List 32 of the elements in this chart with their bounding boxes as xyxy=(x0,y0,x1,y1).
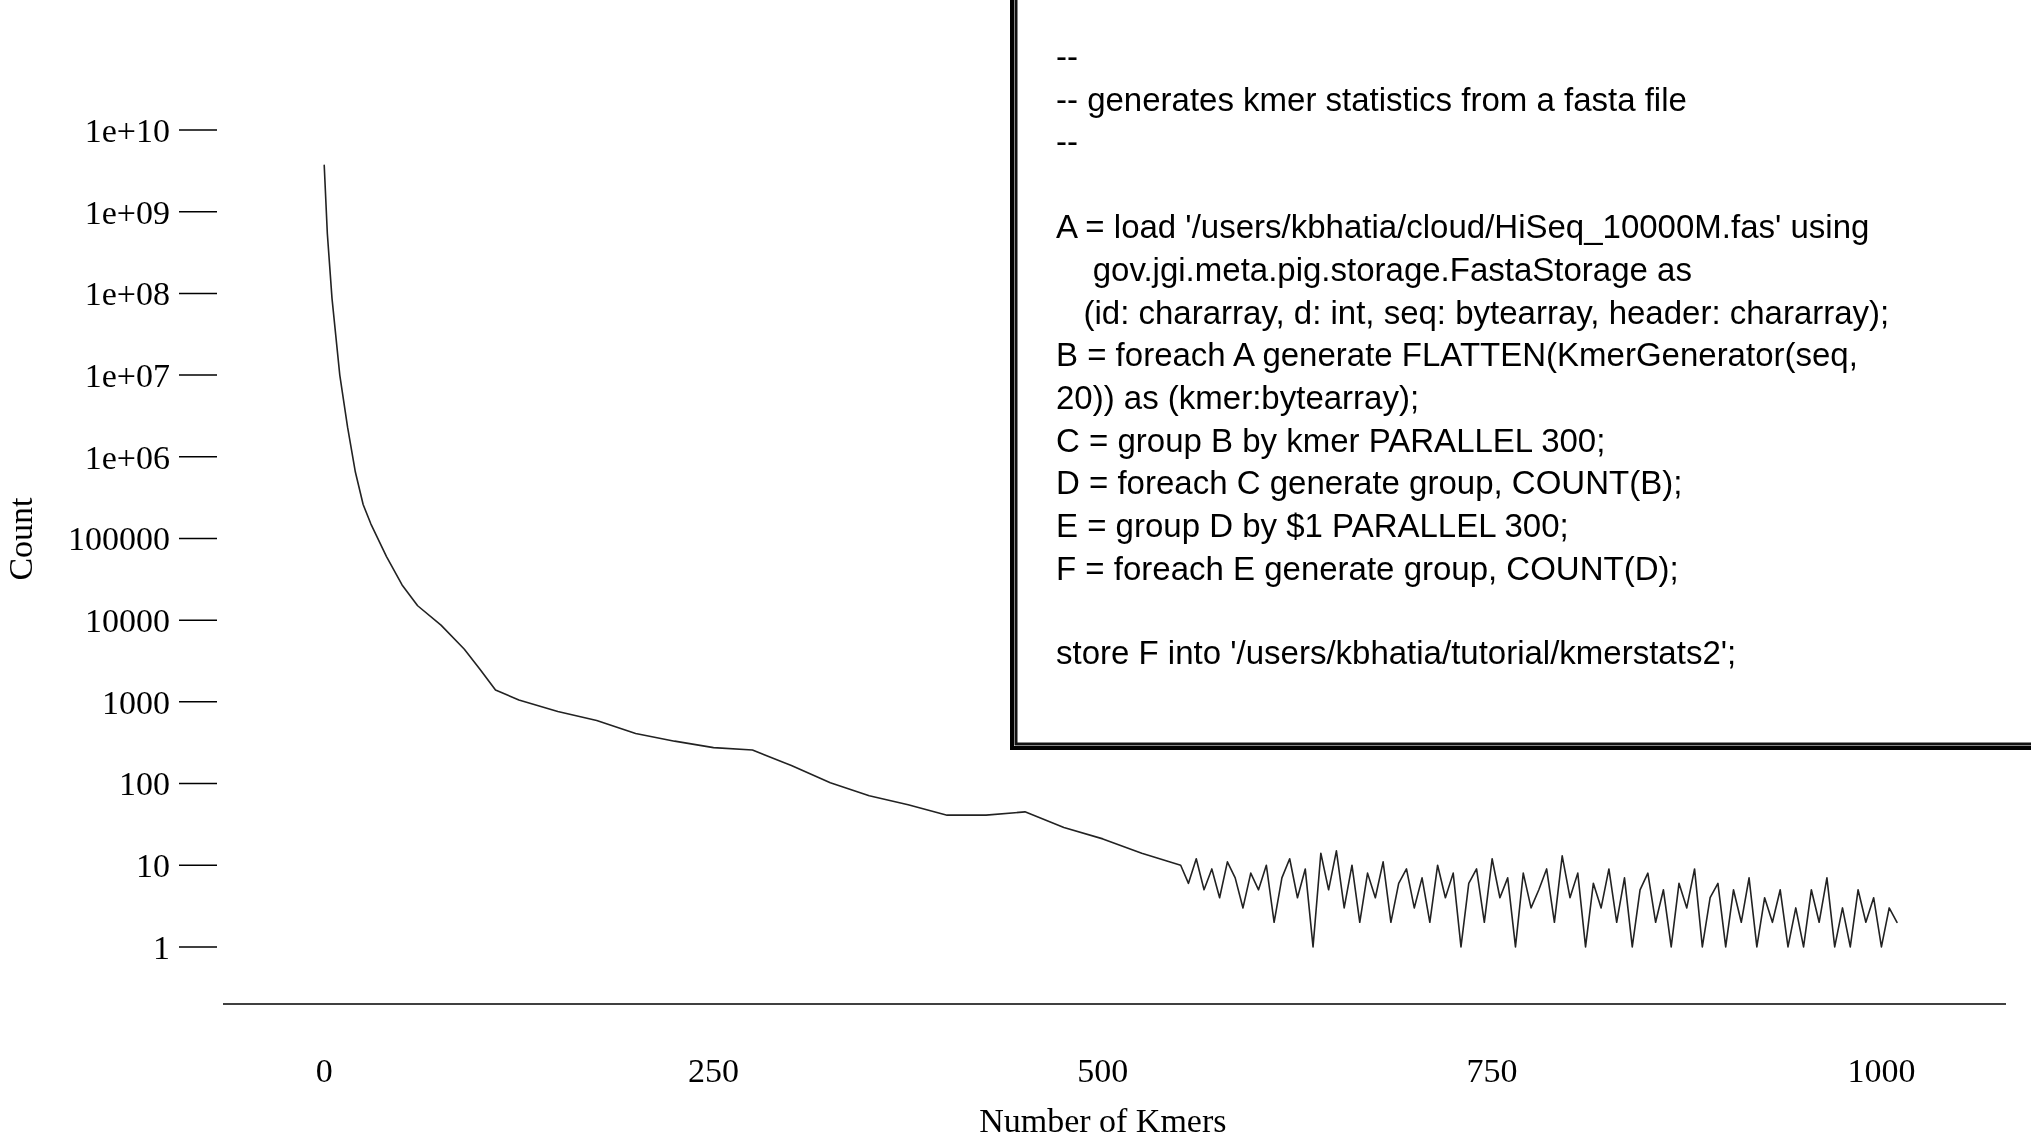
annotation: -- xyxy=(1056,123,1078,161)
y-axis-title: Count xyxy=(2,496,39,581)
x-tick-label: 1000 xyxy=(1847,1052,1916,1089)
annotation: store F into '/users/kbhatia/tutorial/kmerstats2'; xyxy=(1056,634,1737,672)
y-tick-label: 1000 xyxy=(102,683,170,721)
annotation: C = group B by kmer PARALLEL 300; xyxy=(1056,421,1606,459)
annotation: gov.jgi.meta.pig.storage.FastaStorage as xyxy=(1056,250,1692,288)
y-tick-label: 10 xyxy=(136,847,170,885)
y-tick-label: 1e+10 xyxy=(84,111,170,149)
x-axis-title: Number of Kmers xyxy=(979,1102,1227,1139)
y-tick-label: 100 xyxy=(119,765,170,803)
y-tick-label: 100000 xyxy=(68,520,170,558)
x-tick-label: 500 xyxy=(1077,1052,1129,1089)
annotation: (id: chararray, d: int, seq: bytearray, header: chararray); xyxy=(1056,293,1890,331)
text: -- generates kmer statistics from a fasta file xyxy=(1056,80,1687,118)
y-tick-label: 10000 xyxy=(85,602,170,640)
annotation: D = foreach C generate group, COUNT(B); xyxy=(1056,464,1683,502)
y-tick-label: 1e+06 xyxy=(84,438,170,476)
y-tick-label: 1e+08 xyxy=(84,275,170,313)
annotation: E = group D by $1 PARALLEL 300; xyxy=(1056,507,1569,544)
x-tick-label: 250 xyxy=(688,1052,740,1089)
y-tick-label: 1e+09 xyxy=(84,193,170,231)
annotation: A = load '/users/kbhatia/cloud/HiSeq_10000M.fas' using xyxy=(1056,208,1870,246)
x-tick-label: 750 xyxy=(1466,1052,1518,1089)
y-tick-label: 1 xyxy=(153,928,170,966)
y-tick-label: 1e+07 xyxy=(84,356,170,394)
x-tick-label: 0 xyxy=(315,1052,333,1089)
annotation: F = foreach E generate group, COUNT(D); xyxy=(1056,549,1679,587)
annotation: 20)) as (kmer:bytearray); xyxy=(1056,378,1420,416)
line-series xyxy=(323,164,1898,948)
text: -- xyxy=(1056,38,1078,75)
annotation: B = foreach A generate FLATTEN(KmerGenerator(seq, xyxy=(1056,336,1858,374)
